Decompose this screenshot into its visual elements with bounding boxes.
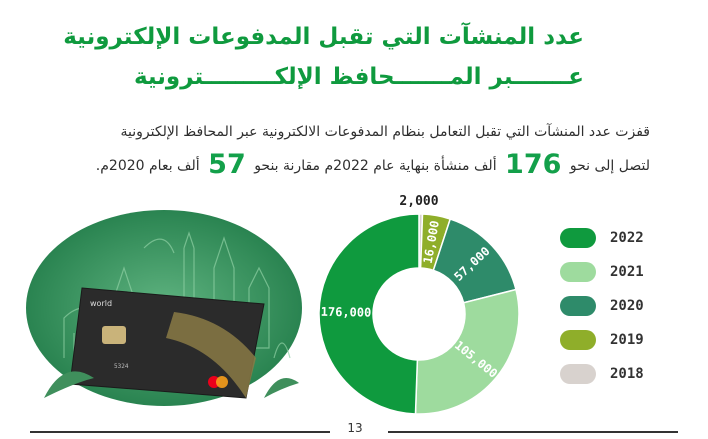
- card-chip: [102, 326, 126, 344]
- donut-label-2022: 176,000: [321, 305, 372, 320]
- donut-slices: [318, 213, 520, 415]
- footer-rule-left: [30, 431, 330, 433]
- credit-card: world 5324: [69, 287, 265, 399]
- description-text-c: ألف بعام 2020م.: [95, 158, 200, 174]
- legend-item-2022: 2022: [560, 228, 680, 250]
- card-gold-accent: [166, 312, 256, 398]
- legend-label-2022: 2022: [610, 230, 644, 246]
- card-network-logo-right: [216, 376, 228, 388]
- chart-title-line-1: عدد المنشآت التي تقبل المدفوعات الإلكترو…: [63, 24, 584, 50]
- legend-swatch-2019: [560, 330, 596, 350]
- description-line-1: قفزت عدد المنشآت التي تقبل التعامل بنظام…: [120, 124, 650, 140]
- legend-swatch-2018: [560, 364, 596, 384]
- legend-item-2020: 2020: [560, 296, 680, 318]
- legend-item-2021: 2021: [560, 262, 680, 284]
- legend-label-2019: 2019: [610, 332, 644, 348]
- legend-label-2021: 2021: [610, 264, 644, 280]
- palm-leaves: [44, 371, 299, 398]
- value-2020-highlight: 57: [208, 149, 246, 180]
- donut-label-2018: 2,000: [399, 194, 438, 209]
- legend-swatch-2022: [560, 228, 596, 248]
- footer-rule-right: [388, 431, 678, 433]
- donut-slice-2022: [318, 213, 420, 415]
- legend-label-2018: 2018: [610, 366, 644, 382]
- description-text-b: ألف منشأة بنهاية عام 2022م مقارنة بنحو: [254, 158, 497, 174]
- value-2022-highlight: 176: [505, 149, 562, 180]
- description-line-2: لتصل إلى نحو 176 ألف منشأة بنهاية عام 20…: [10, 148, 650, 183]
- payment-card-illustration: world 5324: [26, 210, 302, 406]
- legend-swatch-2021: [560, 262, 596, 282]
- donut-slice-2021: [414, 288, 520, 415]
- description-text-a: لتصل إلى نحو: [569, 158, 650, 174]
- card-number-text: 5324: [114, 363, 129, 370]
- legend-swatch-2020: [560, 296, 596, 316]
- legend-label-2020: 2020: [610, 298, 644, 314]
- legend-item-2018: 2018: [560, 364, 680, 386]
- chart-title-line-2: عـــــــبر المـــــــحافظ الإلكـــــــــ…: [133, 64, 584, 90]
- legend-item-2019: 2019: [560, 330, 680, 352]
- card-brand-text: world: [90, 299, 112, 308]
- page-number: 13: [347, 421, 363, 435]
